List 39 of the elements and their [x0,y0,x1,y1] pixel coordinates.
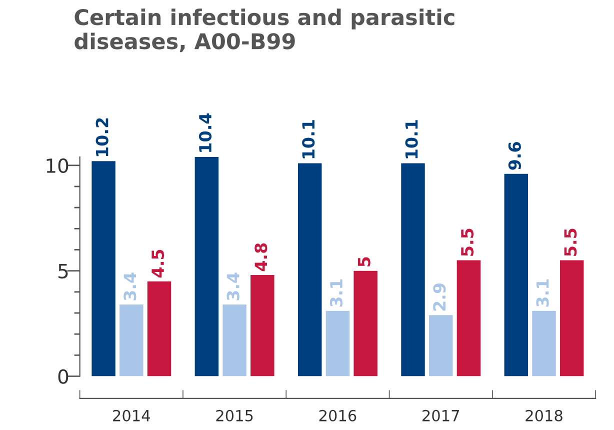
y-tick-label: 5 [58,264,68,278]
bar [401,163,425,376]
bar [92,161,116,376]
data-label: 10.1 [405,120,418,158]
data-label: 3.4 [124,272,136,300]
data-label: 5.5 [461,228,474,256]
y-tick-label: 0 [58,369,68,384]
bar [456,260,481,376]
bar [354,270,378,376]
data-label: 5 [358,257,370,266]
y-tick-label: 10 [46,158,68,174]
data-label: 5.5 [564,228,577,256]
bar [298,163,322,376]
data-label: 3.1 [536,279,549,307]
bar [532,310,556,376]
bar [250,275,274,376]
data-label: 10.4 [198,113,212,152]
bar [147,281,172,376]
bar [560,260,584,376]
bar [120,304,144,376]
data-label: 10.1 [302,120,315,158]
data-label: 4.8 [254,243,268,272]
bar [504,174,528,376]
data-label: 10.2 [96,118,108,156]
x-tick-label: 2017 [422,410,459,422]
bar [222,304,246,376]
data-label: 9.6 [508,142,521,170]
data-label: 4.5 [152,250,164,278]
chart-title: Certain infectious and parasitic diseases, A00-B99 [74,8,454,52]
x-tick-label: 2014 [113,410,150,422]
x-tick-label: 2016 [319,410,356,422]
data-label: 3.1 [330,279,343,307]
data-label: 3.4 [226,272,240,300]
x-tick-label: 2015 [216,410,253,422]
bar [428,315,453,376]
bar [326,310,350,376]
bar [194,156,219,376]
data-label: 2.9 [433,283,446,311]
x-tick-label: 2018 [526,410,562,422]
